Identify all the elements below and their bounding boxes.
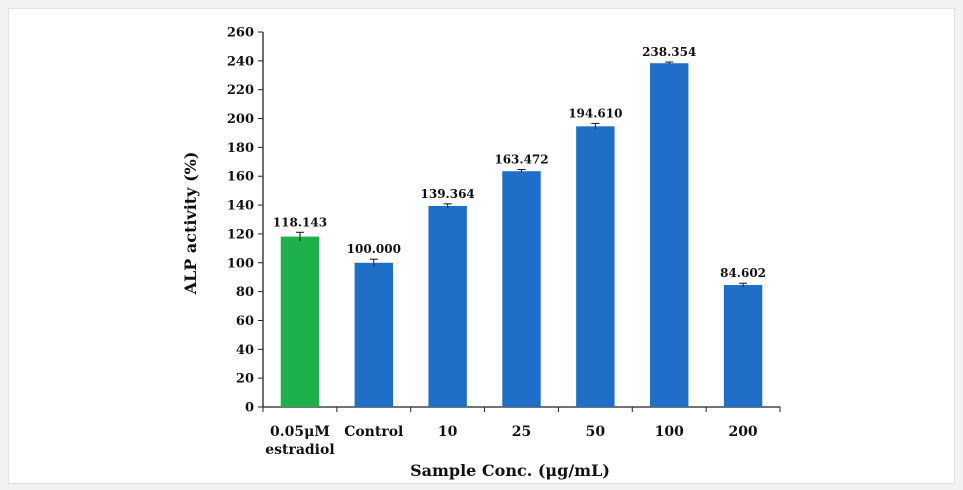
y-tick-label: 200 [227, 112, 254, 127]
data-label: 163.472 [494, 152, 548, 166]
data-label: 139.364 [421, 187, 475, 201]
y-tick-label: 60 [236, 314, 254, 329]
chart-bars [280, 61, 763, 408]
y-tick-label: 0 [245, 401, 254, 416]
chart-labels: 118.143 0.05μM estradiol 100.000 Control 139.… [265, 45, 766, 458]
y-tick-label: 140 [227, 199, 254, 214]
data-label: 238.354 [642, 45, 696, 59]
bar [650, 63, 689, 408]
x-tick-label: 100 [655, 424, 684, 440]
y-tick-label: 240 [227, 54, 254, 69]
y-tick-label: 100 [227, 256, 254, 271]
chart-frame [8, 8, 955, 484]
bar [428, 205, 467, 407]
y-axis-title: ALP activity (%) [181, 152, 200, 296]
y-tick-label: 160 [227, 170, 254, 185]
y-tick-label: 180 [227, 141, 254, 156]
chart-axes: 0 20 40 60 80 100 120 140 160 180 200 220 240 260 [227, 26, 781, 416]
y-tick-label: 80 [236, 285, 254, 300]
y-tick-label: 220 [227, 83, 254, 98]
data-label: 118.143 [273, 215, 327, 229]
data-label: 194.610 [568, 106, 622, 120]
data-label: 100.000 [347, 242, 401, 256]
y-tick-label: 260 [227, 26, 254, 41]
x-tick-label: 10 [438, 424, 458, 440]
x-tick-label: 50 [586, 424, 606, 440]
x-tick-label: 0.05μM [270, 424, 330, 440]
bar [723, 284, 763, 407]
data-label: 84.602 [720, 266, 766, 280]
bar [354, 262, 393, 407]
y-tick-label: 120 [227, 227, 254, 242]
x-tick-label: Control [344, 424, 403, 440]
y-tick-label: 20 [236, 372, 254, 387]
y-tick-label: 40 [236, 343, 254, 358]
x-tick-label: 25 [512, 424, 531, 440]
x-tick-label: estradiol [265, 442, 334, 458]
x-tick-label: 200 [728, 424, 757, 440]
bar [280, 236, 320, 407]
bar [576, 126, 615, 407]
bar [502, 171, 541, 407]
x-axis-title: Sample Conc. (μg/mL) [410, 461, 610, 480]
